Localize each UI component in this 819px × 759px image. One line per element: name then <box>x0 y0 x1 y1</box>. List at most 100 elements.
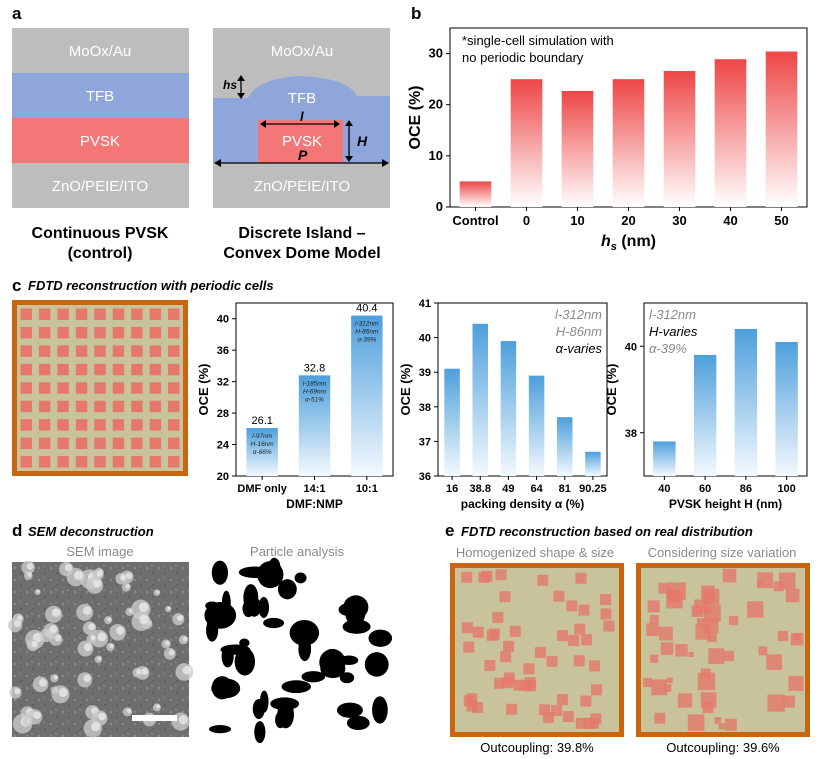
c3-xtick-label-0: 40 <box>658 483 670 495</box>
c3-ytick-label-1: 40 <box>625 341 637 353</box>
c2-bar-2 <box>500 341 517 476</box>
e-left-island <box>503 672 515 684</box>
e-left-island <box>537 574 549 586</box>
periodic-island <box>38 363 51 376</box>
sem-particle-highlight <box>125 583 130 589</box>
b-xtick-label-1: 0 <box>523 213 530 228</box>
periodic-island <box>20 400 32 413</box>
sem-particle-highlight <box>90 635 96 641</box>
caption-continuous-line2: (control) <box>68 245 133 262</box>
c3-bar-2 <box>734 328 758 476</box>
e-right-island <box>777 630 789 642</box>
b-ytick-label-3: 30 <box>429 46 443 61</box>
c1-ytick-label-2: 28 <box>217 408 229 420</box>
sem-particle-highlight <box>138 602 149 613</box>
e-left-island <box>578 604 590 616</box>
c2-xtick-label-0: 16 <box>446 483 458 495</box>
e-left-island <box>472 701 484 713</box>
c3-xlabel: PVSK height H (nm) <box>669 497 782 511</box>
c3-bar-1 <box>693 354 717 476</box>
e-right-island <box>691 605 704 618</box>
sem-image <box>8 560 194 738</box>
e-left-island <box>499 591 511 603</box>
e-left-island <box>463 641 475 653</box>
periodic-island <box>75 345 88 357</box>
periodic-island <box>57 326 69 339</box>
e-left-island <box>523 663 535 675</box>
homogenized-title: Homogenized shape & size <box>456 545 614 560</box>
c1-ylabel: OCE (%) <box>196 364 211 416</box>
b-xtick-label-4: 30 <box>672 213 686 228</box>
periodic-island <box>94 437 106 450</box>
island-layer-moox-label: MoOx/Au <box>271 43 334 60</box>
e-right-island <box>654 712 666 724</box>
sem-image-title: SEM image <box>66 544 133 559</box>
c2-bar-1 <box>472 323 488 476</box>
periodic-island <box>94 308 106 320</box>
e-right-island <box>767 694 785 712</box>
e-right-island <box>660 642 674 655</box>
chart-b-oce-vs-hs: Control 0 10 20 30 40 50 0 10 20 30 OCE (%) hs (nm) <box>407 27 808 253</box>
e-right-island <box>718 723 725 730</box>
e-left-island <box>546 655 558 667</box>
panel-letter-b: b <box>411 4 421 23</box>
periodic-island <box>20 382 32 394</box>
periodic-island <box>112 382 125 394</box>
sem-particle-highlight <box>88 623 96 631</box>
periodic-island <box>131 345 143 357</box>
periodic-island <box>94 326 106 339</box>
c2-bar-4 <box>557 417 573 476</box>
b-ytick-label-1: 10 <box>429 148 443 163</box>
e-right-island <box>714 717 722 724</box>
periodic-island <box>168 437 180 450</box>
sem-particle-highlight <box>97 656 102 661</box>
e-right-island <box>675 644 688 657</box>
e-left-island <box>492 611 504 623</box>
periodic-island <box>75 437 88 450</box>
b-bar-1 <box>510 79 543 207</box>
simulation-note-line2: no periodic boundary <box>462 50 584 65</box>
e-left-island <box>503 640 515 652</box>
c3-legend-0: l-312nm <box>649 307 696 322</box>
e-right-island <box>707 632 717 643</box>
particle-blob <box>238 566 271 578</box>
c3-ytick-label-0: 38 <box>625 428 637 440</box>
c1-annotation-2-1: H-86nm <box>355 329 379 336</box>
particle-analysis-title: Particle analysis <box>250 544 344 559</box>
periodic-island <box>168 308 180 320</box>
e-right-island <box>649 654 659 663</box>
periodic-island <box>112 345 125 357</box>
periodic-island <box>131 456 143 468</box>
particle-blob <box>258 596 270 618</box>
sem-particle-highlight <box>49 625 58 634</box>
e-left-island <box>551 705 563 717</box>
b-ytick-label-0: 0 <box>436 199 443 214</box>
e-left-island <box>568 635 580 647</box>
layer-tfb-label: TFB <box>86 88 114 105</box>
c2-xlabel: packing density α (%) <box>461 497 584 511</box>
particle-blob <box>281 680 311 694</box>
e-left-island <box>600 594 612 606</box>
island-layer-zno-label: ZnO/PEIE/ITO <box>254 178 350 195</box>
periodic-island <box>149 437 162 450</box>
particle-blob <box>298 636 312 662</box>
e-right-island <box>703 618 719 634</box>
e-left-island <box>513 679 525 691</box>
periodic-island <box>131 308 143 320</box>
c1-bar-1 <box>298 375 331 476</box>
outcoupling-homogenized: Outcoupling: 39.8% <box>480 740 594 755</box>
periodic-island <box>20 363 32 376</box>
periodic-island <box>75 308 88 320</box>
b-xtick-label-0: Control <box>452 213 498 228</box>
sem-particle-highlight <box>97 632 107 642</box>
periodic-island <box>168 456 180 468</box>
e-left-island <box>466 700 478 712</box>
periodic-island <box>38 308 51 320</box>
particle-blob <box>206 618 219 642</box>
sem-particle-highlight <box>27 572 32 577</box>
e-left-island <box>562 711 574 723</box>
layer-moox-label: MoOx/Au <box>69 43 132 60</box>
periodic-island <box>112 456 125 468</box>
periodic-island <box>112 363 125 376</box>
panel-c-heading: FDTD reconstruction with periodic cells <box>28 278 274 293</box>
